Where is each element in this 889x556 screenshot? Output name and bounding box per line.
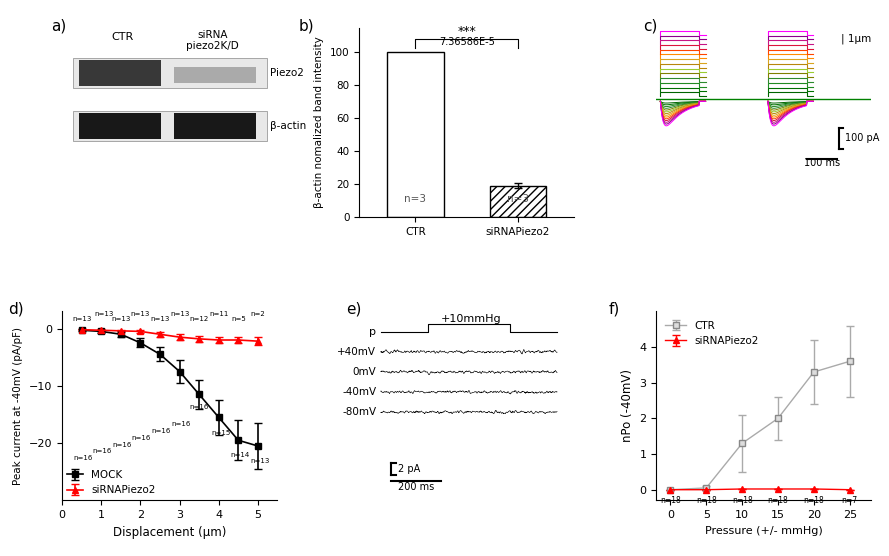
Text: +10mmHg: +10mmHg (441, 314, 501, 324)
Text: n=13: n=13 (72, 316, 92, 322)
Text: n=11: n=11 (209, 311, 228, 317)
Text: 200 ms: 200 ms (398, 482, 435, 492)
Text: n=13: n=13 (170, 311, 189, 317)
Text: β-actin: β-actin (270, 121, 306, 131)
Text: n=2: n=2 (251, 311, 265, 317)
Text: CTR: CTR (111, 32, 133, 42)
Text: n=14: n=14 (230, 453, 250, 459)
Text: p: p (369, 326, 376, 336)
Text: n=13: n=13 (250, 458, 269, 464)
Bar (490, 186, 546, 217)
Text: n=13: n=13 (131, 311, 150, 317)
Y-axis label: β-actin nomalized band intensity: β-actin nomalized band intensity (314, 37, 324, 208)
Text: n=13: n=13 (150, 316, 170, 322)
Text: n=16: n=16 (171, 421, 190, 427)
Y-axis label: nPo (-40mV): nPo (-40mV) (621, 369, 634, 443)
Text: 100 ms: 100 ms (804, 158, 840, 168)
Bar (388, 52, 444, 217)
X-axis label: Displacement (μm): Displacement (μm) (113, 525, 227, 539)
Text: n=18: n=18 (804, 496, 824, 505)
Bar (174, 67, 256, 83)
Text: n=16: n=16 (132, 435, 151, 441)
Legend: MOCK, siRNAPiezo2: MOCK, siRNAPiezo2 (68, 470, 156, 495)
Text: n=12: n=12 (189, 316, 209, 322)
Text: n=16: n=16 (92, 449, 112, 454)
Text: 0mV: 0mV (353, 367, 376, 377)
Text: n=13: n=13 (111, 316, 131, 322)
Text: n=16: n=16 (189, 404, 209, 410)
Text: ***: *** (457, 26, 477, 38)
Bar (174, 113, 256, 140)
Text: e): e) (346, 302, 362, 317)
Text: d): d) (8, 302, 24, 317)
Text: n=16: n=16 (73, 455, 92, 461)
Text: n=16: n=16 (151, 428, 171, 434)
Text: +40mV: +40mV (337, 347, 376, 357)
Legend: CTR, siRNAPiezo2: CTR, siRNAPiezo2 (661, 316, 763, 350)
Text: 100 pA: 100 pA (845, 133, 880, 143)
Text: n=7: n=7 (842, 496, 858, 505)
Y-axis label: Peak current at -40mV (pA/pF): Peak current at -40mV (pA/pF) (13, 327, 23, 485)
Text: n=18: n=18 (767, 496, 789, 505)
Text: | 1μm: | 1μm (841, 33, 871, 43)
Text: -80mV: -80mV (342, 407, 376, 417)
Bar (73, 111, 267, 141)
Text: a): a) (52, 18, 67, 33)
Text: n=15: n=15 (211, 430, 230, 435)
X-axis label: Pressure (+/- mmHg): Pressure (+/- mmHg) (705, 525, 822, 535)
Text: -40mV: -40mV (342, 387, 376, 397)
Bar (79, 113, 161, 140)
Text: b): b) (299, 18, 315, 33)
Text: Piezo2: Piezo2 (270, 68, 304, 78)
Text: n=18: n=18 (732, 496, 752, 505)
Text: n=18: n=18 (660, 496, 681, 505)
Text: n=13: n=13 (94, 311, 114, 317)
Text: 7.36586E-5: 7.36586E-5 (439, 37, 494, 47)
Bar (73, 58, 267, 88)
Text: 2 pA: 2 pA (398, 464, 420, 474)
Text: f): f) (609, 302, 620, 317)
Bar (79, 60, 161, 86)
Text: n=5: n=5 (231, 316, 245, 322)
Text: n=18: n=18 (696, 496, 717, 505)
Text: n=3: n=3 (507, 193, 529, 203)
Text: siRNA
piezo2K/D: siRNA piezo2K/D (187, 29, 239, 51)
Text: c): c) (643, 18, 658, 33)
Text: n=16: n=16 (112, 441, 132, 448)
Text: n=3: n=3 (404, 193, 427, 203)
